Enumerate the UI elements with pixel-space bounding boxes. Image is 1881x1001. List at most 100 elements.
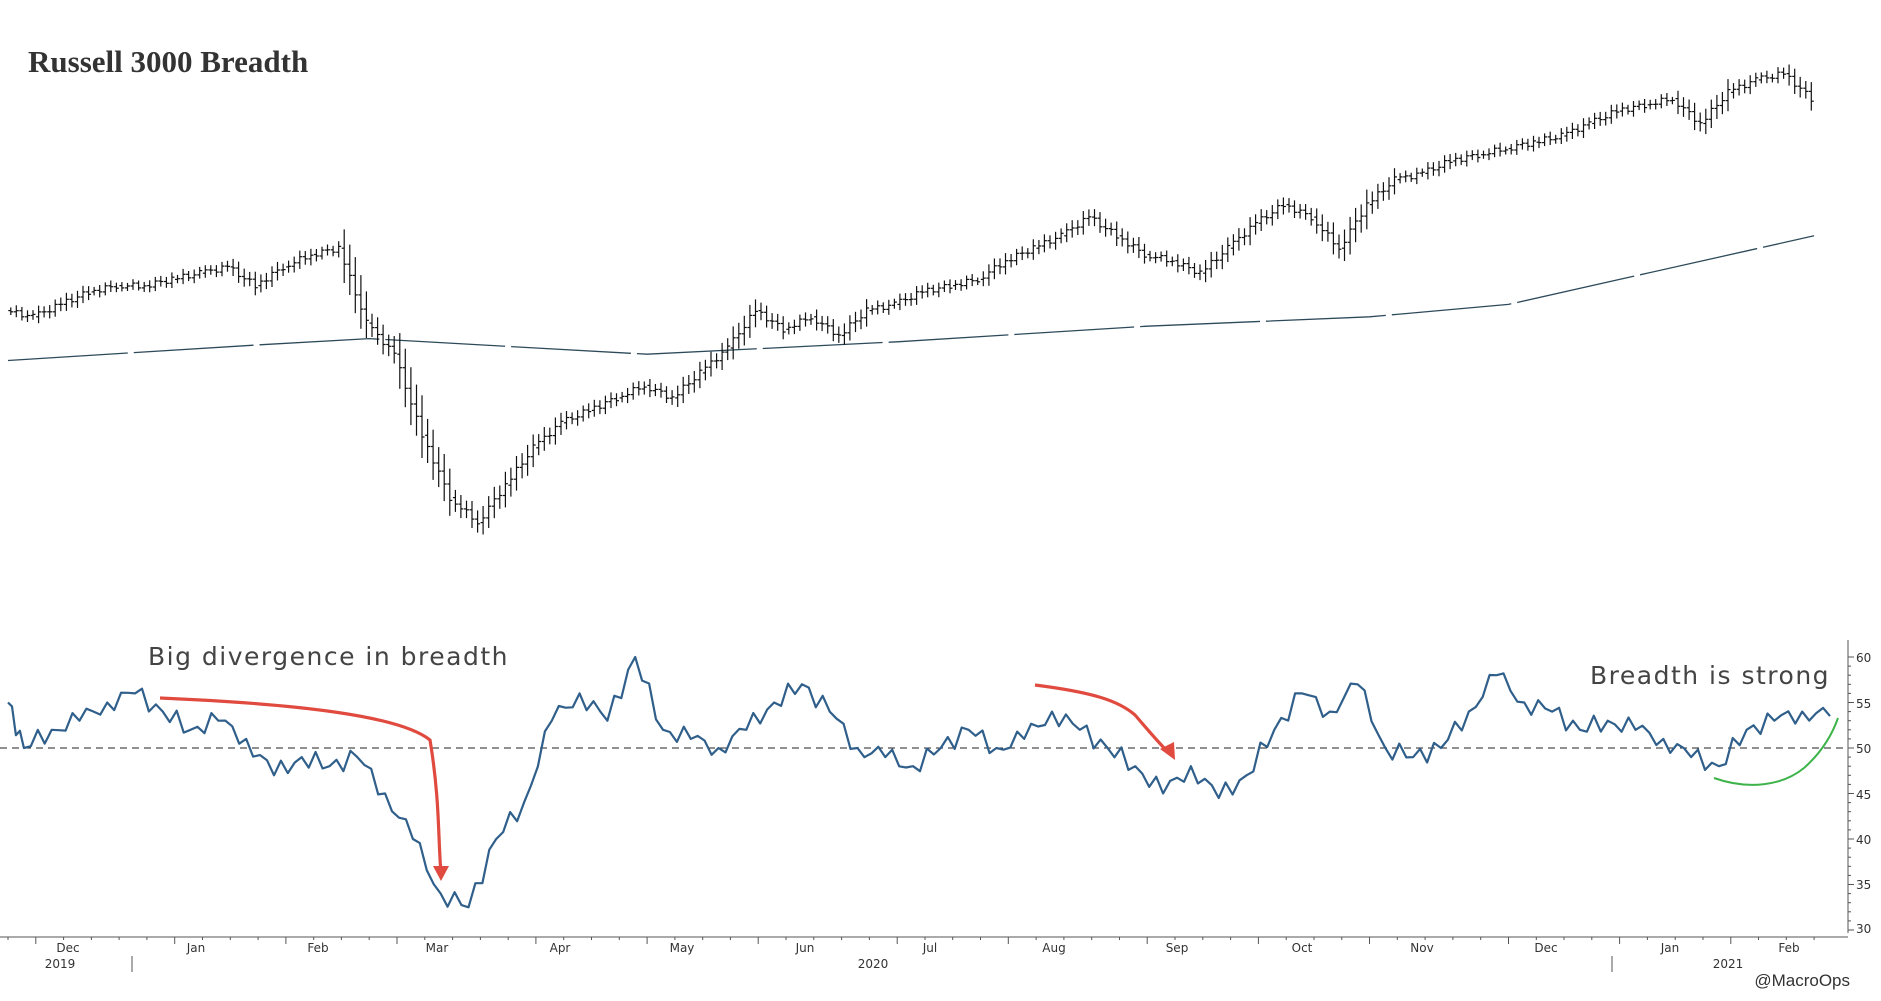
price-bar <box>697 361 703 389</box>
price-bar <box>1731 83 1736 99</box>
price-bar <box>1586 117 1592 130</box>
month-label: Feb <box>1778 941 1799 955</box>
price-bar <box>1175 254 1181 273</box>
price-bar <box>1075 220 1081 235</box>
price-bar <box>1030 239 1036 260</box>
price-bar <box>175 274 180 284</box>
ytick-label: 55 <box>1856 697 1871 711</box>
price-bar <box>47 305 53 319</box>
price-bar <box>325 244 330 256</box>
price-bar <box>402 348 408 408</box>
price-bar <box>102 282 108 296</box>
price-bar <box>1581 118 1586 138</box>
price-bar <box>1719 91 1725 115</box>
price-bar <box>1164 250 1170 267</box>
price-bar <box>252 271 258 296</box>
price-bar <box>452 489 458 512</box>
price-bar <box>480 506 486 535</box>
price-bar <box>758 302 764 321</box>
month-label: Jan <box>186 941 206 955</box>
price-bar <box>1625 104 1631 115</box>
price-bar <box>1158 251 1164 262</box>
price-bar <box>1453 152 1459 167</box>
price-bar <box>652 384 658 397</box>
price-bar <box>1103 218 1109 237</box>
price-bar <box>1230 234 1236 256</box>
price-bar <box>180 268 186 285</box>
price-bar <box>580 405 586 422</box>
breadth-panel: 60 55 50 45 40 35 30 Big divergence in b… <box>0 640 1871 936</box>
price-bar <box>1369 191 1375 214</box>
price-bar <box>1447 154 1453 170</box>
price-bar <box>1036 240 1042 255</box>
price-bar <box>1647 99 1653 110</box>
price-bar <box>52 299 58 317</box>
price-bar <box>1786 64 1792 86</box>
ytick-label: 35 <box>1856 878 1871 892</box>
price-bar <box>1558 128 1564 144</box>
price-bar <box>352 257 358 314</box>
price-bar <box>30 310 36 320</box>
price-bar <box>397 333 403 389</box>
price-bar <box>753 299 758 328</box>
price-bar <box>1619 102 1625 117</box>
price-bar <box>130 279 136 290</box>
month-labels: Dec Jan Feb Mar Apr May Jun Jul Aug Sep … <box>56 941 1799 955</box>
price-bar <box>97 285 103 298</box>
price-bar <box>419 395 425 458</box>
price-bar <box>436 447 442 488</box>
price-bar <box>903 293 908 306</box>
price-bar <box>1197 264 1203 281</box>
price-bar <box>830 319 836 342</box>
price-bar <box>1080 211 1086 235</box>
price-bar <box>1531 135 1536 152</box>
price-bar <box>1781 67 1787 79</box>
price-bar <box>1608 104 1614 124</box>
price-bar <box>714 353 720 369</box>
price-bar <box>275 261 280 281</box>
price-bar <box>602 395 608 415</box>
price-bar <box>1236 228 1242 251</box>
price-bar <box>1047 235 1053 249</box>
price-bar <box>608 392 614 409</box>
price-bar <box>908 293 914 306</box>
price-bar <box>1597 111 1603 126</box>
price-bar <box>1753 72 1759 87</box>
price-bar <box>1669 96 1675 105</box>
price-bar <box>853 311 858 333</box>
price-bar <box>1803 81 1809 99</box>
price-bar <box>736 322 742 349</box>
price-bar <box>791 319 797 335</box>
month-label: May <box>670 941 695 955</box>
month-label: Aug <box>1042 941 1065 955</box>
price-bar <box>664 386 669 403</box>
price-bar <box>1292 200 1297 218</box>
price-bar <box>1603 111 1609 126</box>
time-axis: Dec Jan Feb Mar Apr May Jun Jul Aug Sep … <box>0 936 1848 972</box>
price-bar <box>1775 67 1781 84</box>
price-bar <box>1403 170 1409 183</box>
price-bar <box>947 279 953 294</box>
price-bar <box>730 326 736 360</box>
price-bar <box>1631 101 1636 117</box>
price-bar <box>1319 214 1325 242</box>
price-bar <box>269 266 275 287</box>
price-bar <box>675 385 681 407</box>
year-label: 2021 <box>1713 957 1744 971</box>
price-bar <box>186 271 192 282</box>
price-bar <box>847 315 853 341</box>
price-bar <box>1392 168 1397 195</box>
price-bar <box>336 241 342 258</box>
price-bar <box>969 274 975 287</box>
price-bar <box>964 275 970 290</box>
month-label: Mar <box>426 941 449 955</box>
price-bar <box>1475 149 1481 163</box>
price-bar <box>1069 220 1075 238</box>
price-bar <box>1041 234 1047 253</box>
price-bar <box>119 282 125 292</box>
year-label: 2019 <box>45 957 76 971</box>
price-bar <box>469 501 475 528</box>
price-bar <box>514 456 519 491</box>
price-bar <box>1797 76 1803 98</box>
price-bar <box>291 256 297 273</box>
